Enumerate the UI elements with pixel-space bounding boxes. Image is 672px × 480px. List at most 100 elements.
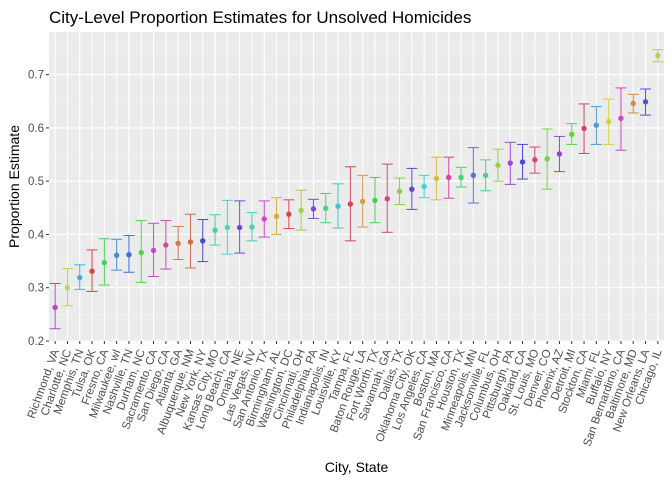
data-point-group [406,167,418,210]
data-point-group [209,214,221,246]
chart-title: City-Level Proportion Estimates for Unso… [49,8,471,27]
estimate-point [187,239,194,245]
estimate-point [372,197,378,204]
estimate-point [286,211,292,217]
data-point-group [418,174,430,199]
estimate-point [630,100,636,107]
data-point-group [369,176,381,224]
estimate-point [273,213,280,220]
estimate-point [544,156,550,162]
estimate-point [113,252,120,258]
estimate-point [150,247,157,254]
estimate-point [458,174,464,181]
data-point-group [652,49,664,63]
estimate-point [433,175,440,182]
data-point-group [504,141,516,185]
data-point-group [74,264,86,290]
estimate-point [421,183,427,190]
data-point-group [627,93,639,114]
data-point-group [86,249,98,292]
grid [49,32,664,342]
data-point-group [148,222,160,278]
estimate-point [655,52,661,59]
estimate-point [470,172,477,179]
data-point-group [492,148,504,182]
estimate-point [507,160,513,166]
estimate-point [175,240,181,247]
estimate-point [249,224,255,230]
estimate-point [556,151,563,157]
data-point-group [307,198,319,219]
data-point-group [529,146,541,174]
data-point-group [246,212,258,242]
x-axis-title: City, State [325,459,389,475]
data-point-group [578,103,590,154]
estimate-point [359,198,366,205]
data-point-group [443,156,455,199]
data-point-group [566,123,578,145]
data-point-group [517,143,529,180]
data-point-group [455,166,467,188]
y-tick-label: 0.4 [28,229,45,241]
estimate-point [224,224,231,231]
data-point-group [172,225,184,260]
data-point-group [135,220,147,283]
panel-background [49,32,664,341]
data-point-group [49,282,61,330]
data-point-group [590,106,602,145]
estimate-point [298,207,304,214]
data-point-group [615,87,627,151]
data-point-group [98,238,110,286]
estimate-point [89,268,95,274]
y-tick-label: 0.5 [28,176,44,188]
data-point-group [603,98,615,145]
estimate-point [605,118,612,125]
estimate-point [347,201,354,207]
estimate-point [52,304,58,311]
data-point-group [160,220,172,270]
estimate-point [532,157,538,163]
estimate-point [519,159,526,165]
data-point-group [320,192,332,224]
data-point-group [221,199,233,255]
data-point-group [344,166,356,242]
estimate-point [482,172,489,179]
estimate-point [200,238,206,244]
data-point-group [123,235,135,273]
estimate-point [409,186,415,192]
estimate-point [310,206,317,212]
data-point-group [258,200,270,238]
data-point-group [357,174,369,228]
estimate-point [396,188,403,194]
estimate-point [335,203,341,209]
data-point-group [430,156,442,201]
data-point-group [184,213,196,269]
data-point-group [640,88,652,116]
estimate-point [138,249,144,256]
data-point-group [111,238,123,271]
estimate-point [495,162,501,168]
y-tick-label: 0.6 [28,123,44,135]
estimate-point [642,99,649,105]
data-point-group [332,183,344,229]
estimate-point [618,115,624,122]
estimate-point [126,251,132,258]
estimate-point [212,227,218,233]
estimate-point [569,131,575,137]
estimate-point [593,122,600,128]
data-point-group [381,163,393,233]
data-point-group [271,197,283,235]
data-point-group [467,147,479,204]
estimate-point [64,285,71,291]
data-point-group [394,177,406,206]
data-point-group [553,135,565,173]
estimate-point [446,174,452,181]
y-axis-title: Proportion Estimate [6,125,22,248]
data-point-group [283,199,295,230]
estimate-point [581,125,587,132]
data-point-group [295,189,307,231]
y-tick-label: 0.3 [28,283,44,295]
y-axis-ticks: 0.2 0.3 0.4 0.5 0.6 0.7 [28,70,49,348]
